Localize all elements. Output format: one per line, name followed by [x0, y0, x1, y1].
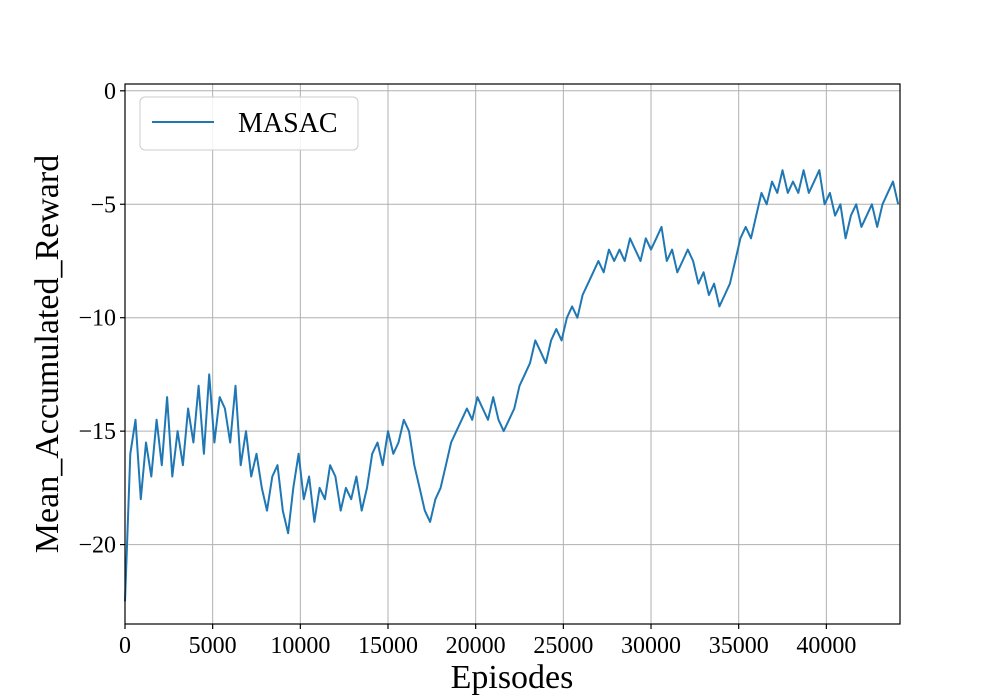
- y-tick-label: −5: [90, 192, 116, 218]
- y-tick-label: 0: [104, 79, 116, 105]
- x-tick-label: 0: [119, 633, 131, 659]
- legend-label-masac: MASAC: [238, 108, 338, 139]
- y-tick-label: −10: [78, 306, 116, 332]
- y-tick-label: −15: [78, 419, 116, 445]
- plot-frame: [124, 83, 901, 625]
- series-line-masac: [124, 169, 900, 602]
- x-axis-label: Episodes: [451, 659, 574, 696]
- x-tick-label: 25000: [533, 633, 593, 659]
- legend: MASAC: [139, 96, 359, 151]
- x-tick-label: 15000: [358, 633, 418, 659]
- x-tick-label: 5000: [189, 633, 237, 659]
- series-layer: [124, 169, 900, 602]
- y-axis-label: Mean_Accumulated_Reward: [29, 155, 66, 553]
- y-tick-label: −20: [78, 533, 116, 559]
- x-tick-label: 30000: [621, 633, 681, 659]
- axis-ticks: 0 5000 10000 15000 20000 25000 30000 35000 40000…: [78, 79, 856, 659]
- grid-lines: [124, 84, 900, 624]
- x-tick-label: 40000: [796, 633, 856, 659]
- x-tick-label: 35000: [709, 633, 769, 659]
- legend-box: [139, 96, 359, 151]
- x-tick-label: 20000: [446, 633, 506, 659]
- x-tick-label: 10000: [270, 633, 330, 659]
